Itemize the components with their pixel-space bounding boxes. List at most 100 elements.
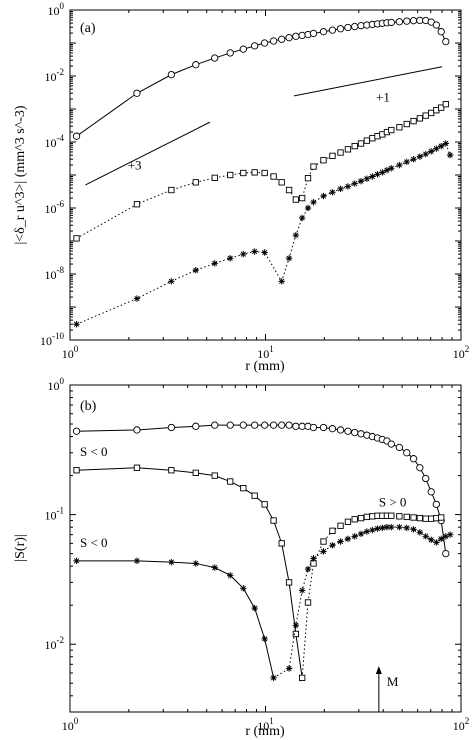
data-point-square (329, 152, 336, 160)
data-point-star (374, 525, 381, 532)
y-tick-label: 10-10 (40, 331, 64, 348)
data-point-circle (357, 22, 365, 30)
data-point-square (285, 186, 293, 194)
data-point-circle (133, 426, 141, 434)
data-point-square (363, 513, 371, 521)
data-point-star (433, 145, 440, 152)
data-point-circle (260, 421, 269, 429)
x-axis-label-b: r (mm) (245, 724, 285, 739)
data-point-circle (416, 464, 424, 472)
data-point-circle (387, 18, 395, 27)
data-point-star (261, 249, 268, 256)
data-point-circle (226, 49, 234, 57)
data-point-star (363, 528, 371, 535)
data-point-star (320, 192, 327, 200)
data-point-star (416, 153, 424, 160)
data-point-square (211, 174, 218, 181)
data-point-square (344, 146, 352, 153)
data-point-square (168, 467, 175, 474)
data-point-circle (192, 422, 200, 430)
data-point-star (357, 530, 365, 538)
data-point-star (369, 526, 376, 534)
data-point-circle (239, 45, 247, 53)
data-point-star (211, 564, 218, 571)
data-point-circle (319, 423, 328, 432)
data-point-circle (357, 430, 365, 438)
data-point-square (320, 538, 327, 545)
data-point-circle (409, 455, 418, 463)
data-point-star (292, 622, 300, 629)
data-point-square (416, 115, 424, 122)
data-point-square (344, 518, 352, 525)
data-point-star (192, 267, 199, 274)
data-point-star (442, 140, 449, 147)
data-point-square (251, 169, 258, 176)
data-point-circle (427, 488, 435, 496)
data-point-square (396, 124, 403, 131)
data-point-square (310, 560, 317, 567)
data-point-circle (336, 25, 345, 33)
data-point-square (270, 517, 277, 524)
data-point-circle (351, 428, 359, 437)
annotation-s-negative: S < 0 (80, 444, 108, 459)
data-point-square (227, 171, 234, 179)
data-point-square (261, 501, 268, 508)
data-point-star (292, 231, 300, 239)
data-point-square (73, 235, 80, 242)
data-point-circle (72, 427, 81, 435)
data-point-circle (442, 549, 450, 558)
data-point-star (422, 533, 429, 540)
data-point-star (227, 255, 234, 262)
data-point-star (438, 142, 445, 150)
data-point-circle (309, 423, 318, 432)
data-point-circle (260, 39, 269, 47)
data-point-star (369, 173, 376, 180)
data-point-star (133, 295, 141, 302)
y-tick-label: 100 (48, 1, 65, 18)
data-point-circle (395, 18, 404, 26)
series-line-solid (76, 560, 275, 678)
data-point-square (285, 579, 293, 586)
data-point-square (73, 467, 80, 474)
data-point-star (374, 171, 381, 178)
y-axis-label-b: |S(r)| (13, 534, 28, 561)
data-point-square (351, 516, 358, 523)
data-point-square (240, 485, 247, 492)
x-tick-label: 100 (62, 344, 79, 361)
data-point-square (369, 513, 376, 520)
y-tick-label: 10-6 (45, 199, 65, 216)
y-tick-label: 10-1 (45, 506, 65, 523)
data-point-star (298, 214, 306, 222)
data-point-square (363, 137, 371, 144)
data-point-square (227, 478, 234, 485)
data-point-square (133, 464, 141, 471)
data-point-square (369, 135, 376, 142)
y-tick-label: 10-2 (45, 635, 65, 652)
data-point-star (73, 321, 80, 328)
data-point-star (251, 604, 258, 612)
data-point-star (304, 204, 312, 212)
data-point-star (351, 180, 358, 187)
data-point-circle (133, 89, 141, 97)
data-point-square (278, 540, 285, 547)
data-point-square (403, 513, 410, 521)
data-point-circle (403, 449, 411, 457)
data-point-star (357, 177, 365, 185)
y-tick-label: 100 (48, 376, 65, 393)
reference-slope-line (293, 66, 443, 97)
data-point-circle (269, 421, 278, 429)
y-tick-label: 10-8 (45, 265, 65, 282)
series-line-dotted (273, 526, 451, 679)
panel-a: (a) r (mm) |<δ_r u^3>| (mm^3 s^-3) 100 10… (13, 1, 469, 374)
reference-slope-line (85, 121, 211, 186)
data-point-star (446, 531, 454, 538)
data-point-circle (319, 28, 328, 36)
data-point-star (410, 526, 417, 533)
data-point-star (379, 524, 386, 532)
data-point-square (304, 599, 312, 606)
data-point-circle (167, 423, 176, 432)
data-point-star (168, 558, 175, 566)
data-point-star (270, 674, 277, 682)
data-point-square (337, 522, 344, 529)
data-point-star (261, 635, 268, 643)
